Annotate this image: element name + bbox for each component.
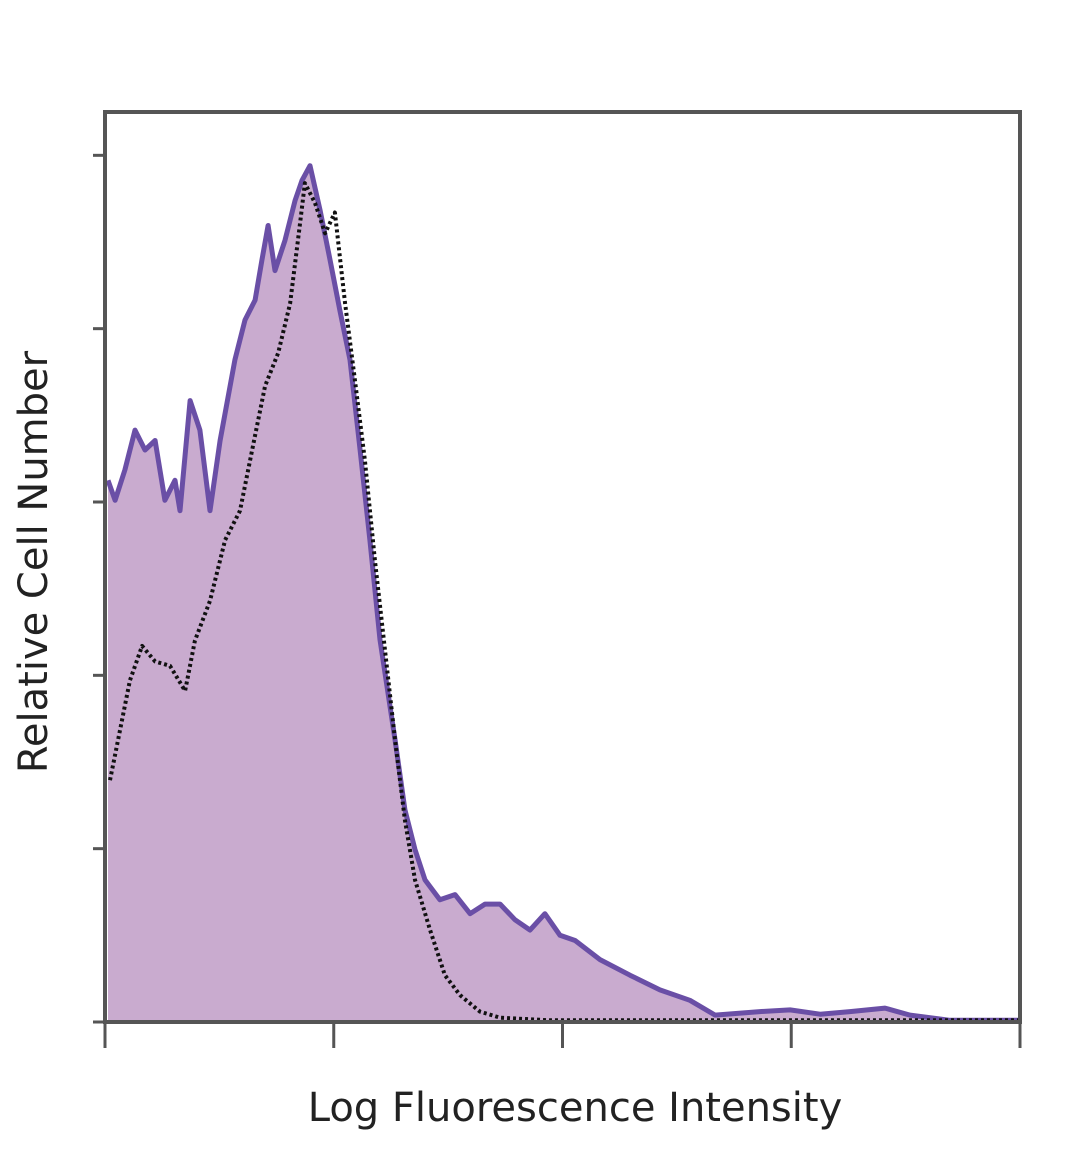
x-axis-label: Log Fluorescence Intensity (308, 1085, 843, 1131)
line (108, 181, 1020, 1023)
area (108, 165, 1020, 1022)
line (105, 163, 1020, 1023)
y-axis-label: Relative Cell Number (11, 350, 57, 773)
